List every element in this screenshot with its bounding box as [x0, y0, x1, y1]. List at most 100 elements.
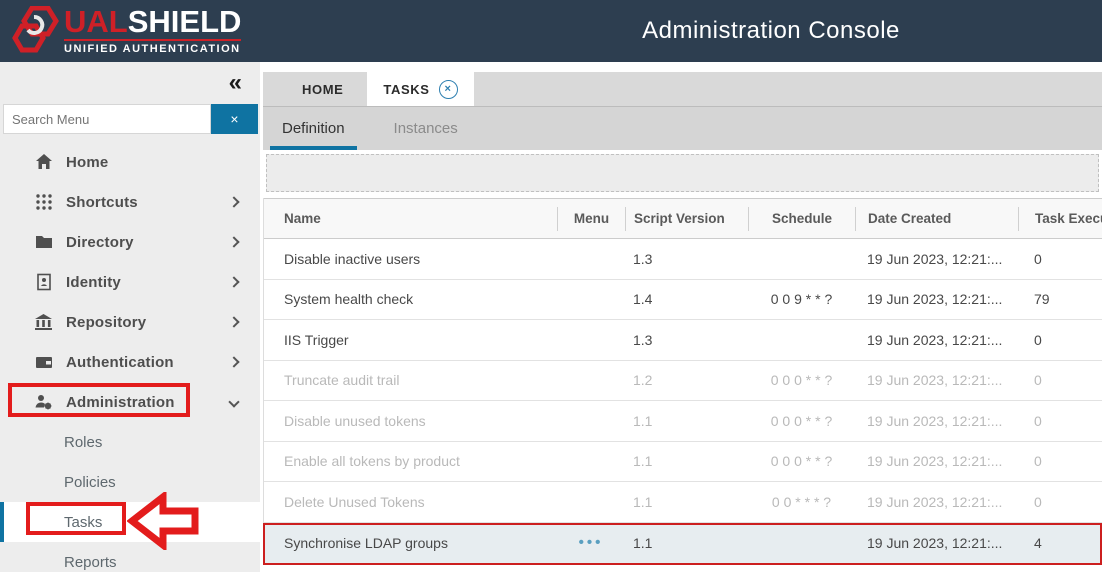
tab-tasks[interactable]: TASKS × — [367, 72, 474, 106]
table-row[interactable]: IIS Trigger 1.3 19 Jun 2023, 12:21:... 0 — [264, 320, 1102, 361]
tab-home[interactable]: HOME — [302, 81, 344, 97]
sidebar: « × Home Shortcuts Directory — [0, 62, 260, 572]
chevron-down-icon — [228, 396, 240, 408]
cell-task-executions: 4 — [1034, 534, 1042, 551]
logo-wordmark: UALSHIELD — [64, 6, 241, 38]
subtab-definition[interactable]: Definition — [270, 107, 357, 150]
logo-subtitle: UNIFIED AUTHENTICATION — [64, 43, 241, 55]
sidebar-item-label: Tasks — [64, 513, 103, 531]
sidebar-item-label: Directory — [66, 233, 134, 251]
sidebar-item-label: Reports — [64, 553, 117, 571]
cell-schedule: 0 0 0 * * ? — [770, 372, 833, 389]
sidebar-item-directory[interactable]: Directory — [0, 222, 260, 262]
sidebar-item-repository[interactable]: Repository — [0, 302, 260, 342]
table-row[interactable]: Disable unused tokens 1.1 0 0 0 * * ? 19… — [264, 401, 1102, 442]
cell-date-created: 19 Jun 2023, 12:21:... — [867, 493, 1003, 510]
sidebar-item-label: Policies — [64, 473, 116, 491]
cell-date-created: 19 Jun 2023, 12:21:... — [867, 412, 1003, 429]
cell-task-executions: 0 — [1034, 250, 1042, 267]
table-row[interactable]: Truncate audit trail 1.2 0 0 0 * * ? 19 … — [264, 361, 1102, 401]
close-tab-icon[interactable]: × — [438, 79, 458, 99]
cell-schedule: 0 0 9 * * ? — [770, 291, 833, 308]
chevron-right-icon — [228, 196, 240, 208]
chevron-right-icon — [228, 316, 240, 328]
cell-date-created: 19 Jun 2023, 12:21:... — [867, 331, 1003, 348]
table-row[interactable]: System health check 1.4 0 0 9 * * ? 19 J… — [264, 280, 1102, 320]
cell-script-version: 1.3 — [633, 250, 653, 267]
home-icon — [34, 153, 53, 172]
table-row-selected[interactable]: Synchronise LDAP groups ••• 1.1 19 Jun 2… — [264, 522, 1102, 563]
cell-script-version: 1.2 — [633, 372, 653, 389]
cell-script-version: 1.1 — [633, 493, 653, 510]
subtab-bar: Definition Instances — [263, 107, 1102, 150]
column-header-menu[interactable]: Menu — [557, 206, 625, 231]
cell-date-created: 19 Jun 2023, 12:21:... — [867, 291, 1003, 308]
cell-schedule: 0 0 * * * ? — [771, 493, 832, 510]
cell-script-version: 1.1 — [633, 453, 653, 470]
column-header-schedule[interactable]: Schedule — [748, 206, 855, 231]
cell-task-executions: 0 — [1034, 412, 1042, 429]
dualshield-hexagon-icon — [10, 5, 62, 61]
id-card-icon — [34, 273, 53, 292]
table-row[interactable]: Disable inactive users 1.3 19 Jun 2023, … — [264, 239, 1102, 280]
column-header-task-executions[interactable]: Task Executions — [1018, 206, 1102, 231]
cell-name: Disable unused tokens — [284, 412, 426, 429]
cell-name: Synchronise LDAP groups — [284, 534, 448, 551]
subtab-instances[interactable]: Instances — [393, 120, 458, 137]
cell-script-version: 1.1 — [633, 534, 653, 551]
cell-schedule: 0 0 0 * * ? — [770, 453, 833, 470]
sidebar-item-roles[interactable]: Roles — [0, 422, 260, 462]
chevron-right-icon — [228, 356, 240, 368]
sidebar-item-label: Administration — [66, 393, 175, 411]
cell-date-created: 19 Jun 2023, 12:21:... — [867, 250, 1003, 267]
table-row[interactable]: Enable all tokens by product 1.1 0 0 0 *… — [264, 442, 1102, 482]
sidebar-collapse-row: « — [0, 62, 260, 104]
page-title: Administration Console — [642, 17, 900, 44]
cell-name: Truncate audit trail — [284, 372, 400, 389]
sidebar-item-label: Repository — [66, 313, 147, 331]
app-header: UALSHIELD UNIFIED AUTHENTICATION Adminis… — [0, 0, 1102, 62]
search-input[interactable] — [3, 104, 211, 134]
main-content: HOME TASKS × Definition Instances Name M… — [263, 62, 1102, 572]
sidebar-item-authentication[interactable]: Authentication — [0, 342, 260, 382]
tasks-table: Name Menu Script Version Schedule Date C… — [263, 198, 1102, 563]
logo-word-red: UAL — [64, 4, 128, 39]
chevron-right-icon — [228, 276, 240, 288]
search-clear-button[interactable]: × — [211, 104, 258, 134]
cell-name: System health check — [284, 291, 414, 308]
tab-bar: HOME TASKS × — [263, 72, 1102, 107]
tab-tasks-label: TASKS — [383, 81, 430, 97]
sidebar-item-label: Authentication — [66, 353, 174, 371]
column-header-script-version[interactable]: Script Version — [625, 206, 748, 231]
sidebar-item-tasks[interactable]: Tasks — [0, 502, 260, 542]
logo-divider — [64, 39, 242, 41]
cell-task-executions: 0 — [1034, 493, 1042, 510]
cell-schedule: 0 0 0 * * ? — [770, 412, 833, 429]
bank-icon — [34, 313, 53, 332]
sidebar-item-shortcuts[interactable]: Shortcuts — [0, 182, 260, 222]
sidebar-search: × — [3, 104, 258, 134]
sidebar-item-policies[interactable]: Policies — [0, 462, 260, 502]
toolbar — [263, 150, 1102, 198]
cell-name: Enable all tokens by product — [284, 453, 460, 470]
cell-script-version: 1.1 — [633, 412, 653, 429]
sidebar-item-home[interactable]: Home — [0, 142, 260, 182]
table-row[interactable]: Delete Unused Tokens 1.1 0 0 * * * ? 19 … — [264, 482, 1102, 523]
sidebar-item-administration[interactable]: Administration — [0, 382, 260, 422]
column-header-name[interactable]: Name — [284, 210, 321, 226]
wallet-icon — [34, 353, 53, 372]
row-menu-icon[interactable]: ••• — [578, 534, 604, 552]
collapse-sidebar-icon[interactable]: « — [228, 69, 242, 96]
cell-date-created: 19 Jun 2023, 12:21:... — [867, 372, 1003, 389]
cell-script-version: 1.3 — [633, 331, 653, 348]
cell-name: Disable inactive users — [284, 250, 421, 267]
cell-name: Delete Unused Tokens — [284, 493, 425, 510]
cell-date-created: 19 Jun 2023, 12:21:... — [867, 534, 1003, 551]
cell-task-executions: 0 — [1034, 372, 1042, 389]
column-header-date-created[interactable]: Date Created — [855, 206, 1018, 231]
sidebar-item-identity[interactable]: Identity — [0, 262, 260, 302]
sidebar-item-label: Shortcuts — [66, 193, 138, 211]
cell-task-executions: 79 — [1034, 291, 1050, 308]
sidebar-item-reports[interactable]: Reports — [0, 542, 260, 572]
cell-name: IIS Trigger — [284, 331, 349, 348]
